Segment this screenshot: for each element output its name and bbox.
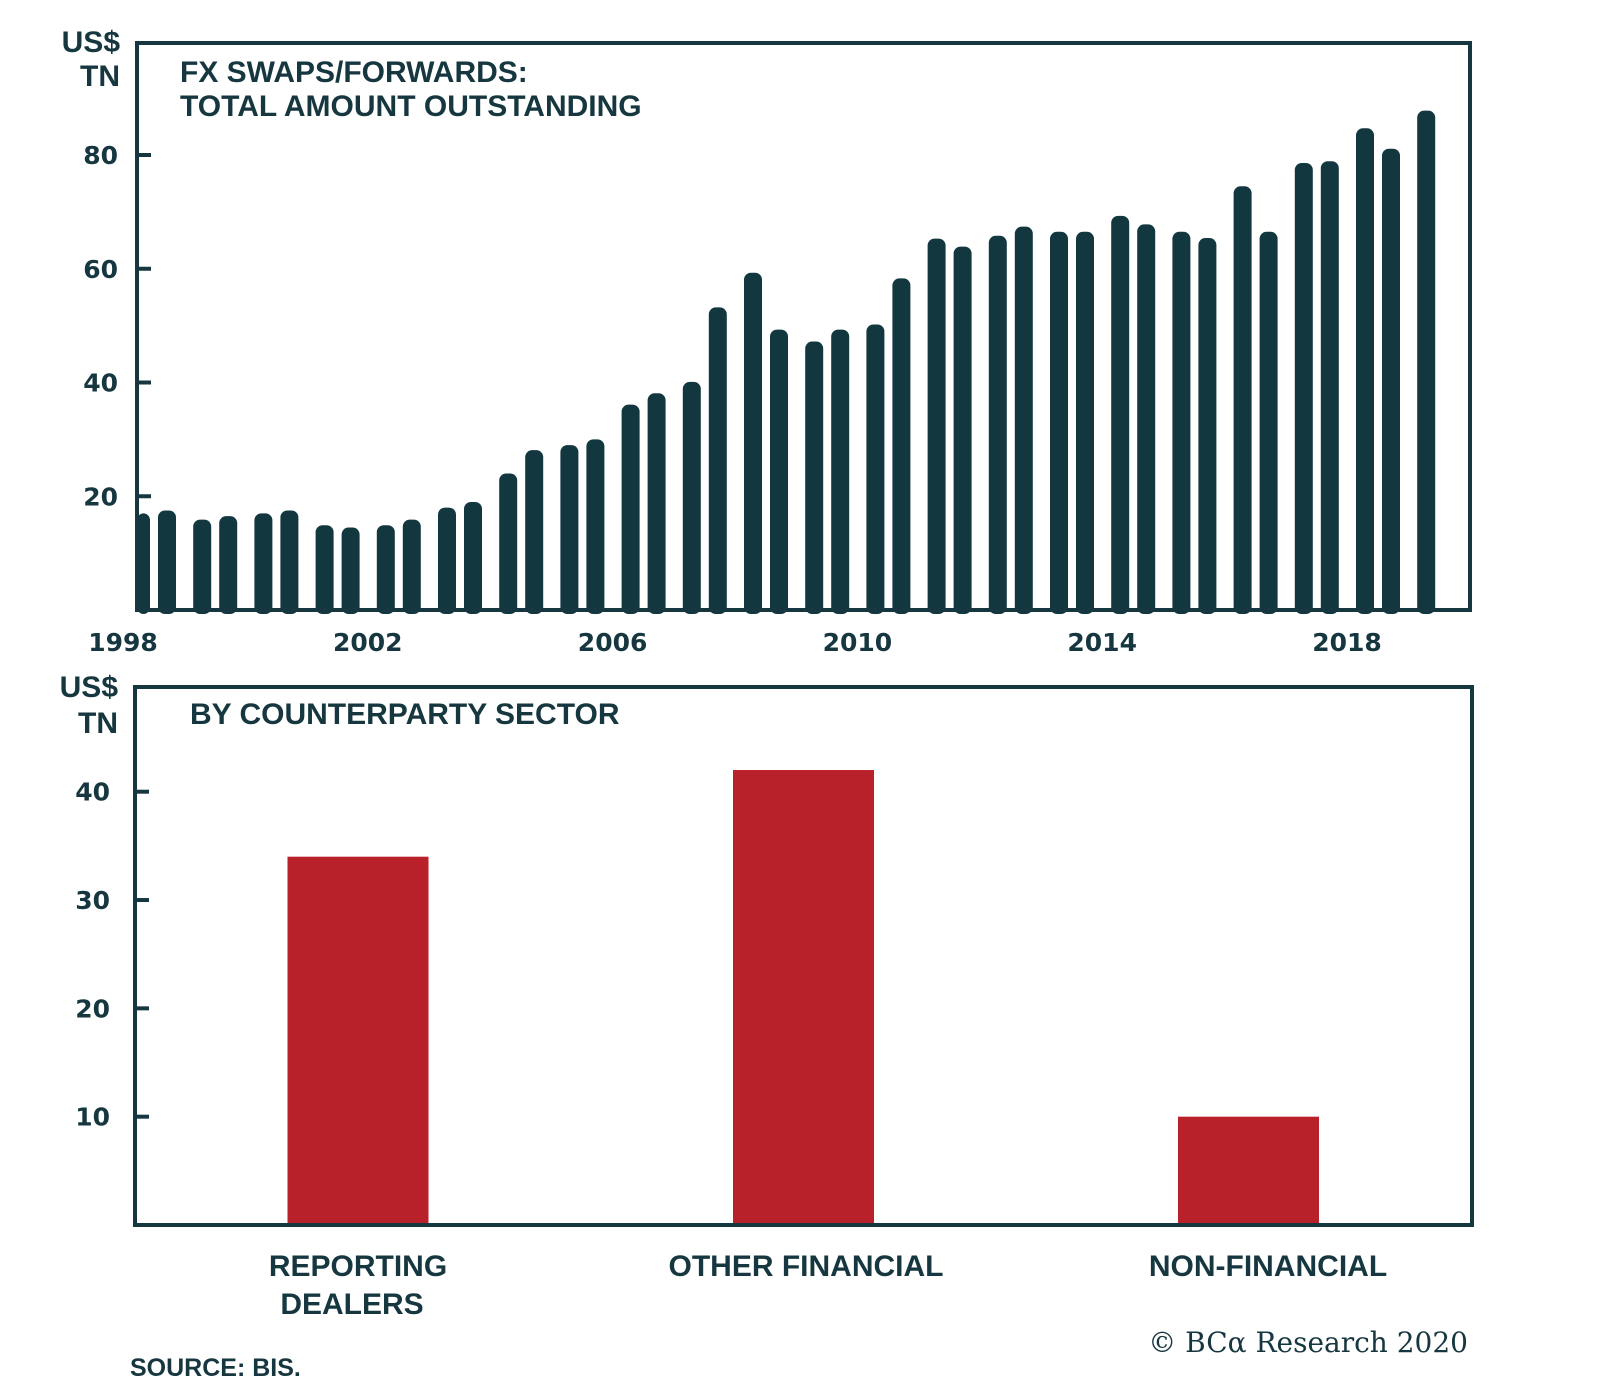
top-bar-2007-h1 <box>682 381 701 614</box>
top-bar-1999-h2 <box>219 516 238 614</box>
bottom-y-tick-label-20: 20 <box>75 994 110 1023</box>
top-bar-2010-h1 <box>866 324 885 614</box>
top-y-unit-line2: TN <box>80 60 120 93</box>
top-x-tick-label-2010: 2010 <box>823 628 893 657</box>
top-bar-1998-h1 <box>137 513 150 614</box>
top-bar-2014-h1 <box>1111 215 1130 614</box>
top-y-axis-ticks: 20 40 60 80 <box>83 141 151 511</box>
top-bar-2015-h1 <box>1172 231 1191 614</box>
top-bar-2001-h1 <box>315 525 334 614</box>
top-bar-2004-h2 <box>525 450 544 614</box>
top-bar-2006-h1 <box>621 404 640 614</box>
bottom-chart: US$ TN BY COUNTERPARTY SECTOR 10 20 30 40 R… <box>60 671 1474 1321</box>
top-bar-1998-h2 <box>158 510 176 614</box>
source-note: SOURCE: BIS. <box>130 1354 301 1382</box>
top-y-tick-label-20: 20 <box>83 482 118 511</box>
top-bar-2004-h1 <box>499 473 518 614</box>
top-bar-2006-h2 <box>647 393 666 614</box>
top-bar-2012-h1 <box>988 235 1007 614</box>
top-bar-2014-h2 <box>1137 224 1156 614</box>
top-bar-2009-h1 <box>805 341 824 614</box>
top-bar-2018-h1 <box>1356 128 1374 615</box>
bottom-bars <box>287 770 1319 1225</box>
top-bar-2017-h2 <box>1320 161 1339 614</box>
bottom-bar-reporting-dealers <box>287 856 429 1225</box>
top-bar-2001-h2 <box>341 527 360 614</box>
bottom-y-unit-line1: US$ <box>60 671 119 704</box>
top-bar-2011-h2 <box>953 246 972 614</box>
top-bar-2015-h2 <box>1198 238 1217 614</box>
top-bar-1999-h1 <box>193 519 212 614</box>
top-bar-2008-h2 <box>770 329 788 614</box>
top-bars <box>137 110 1436 615</box>
category-label-reporting-dealers-line1: REPORTING <box>269 1250 447 1283</box>
top-x-tick-label-2018: 2018 <box>1312 628 1382 657</box>
top-bar-2002-h2 <box>402 519 421 614</box>
top-x-tick-label-2014: 2014 <box>1067 628 1137 657</box>
top-x-tick-label-1998: 1998 <box>88 628 158 657</box>
top-bar-2009-h2 <box>831 329 850 614</box>
top-bar-2007-h2 <box>708 307 727 614</box>
top-x-tick-label-2002: 2002 <box>333 628 403 657</box>
top-bar-2017-h1 <box>1294 162 1313 614</box>
bottom-y-tick-label-40: 40 <box>75 778 110 807</box>
top-y-tick-label-40: 40 <box>83 369 118 398</box>
copyright-note: © BCα Research 2020 <box>1148 1326 1468 1359</box>
top-bar-2003-h2 <box>464 501 482 614</box>
category-label-non-financial: NON-FINANCIAL <box>1149 1250 1387 1283</box>
top-y-tick-label-60: 60 <box>83 255 118 284</box>
top-y-tick-label-80: 80 <box>83 141 118 170</box>
top-x-axis-labels: 1998 2002 2006 2010 2014 2018 <box>88 628 1382 657</box>
top-chart: US$ TN FX SWAPS/FORWARDS: TOTAL AMOUNT O… <box>62 26 1472 657</box>
bottom-plot-frame <box>133 685 1474 1227</box>
category-label-reporting-dealers-line2: DEALERS <box>280 1288 423 1321</box>
bottom-y-tick-label-10: 10 <box>75 1103 110 1132</box>
top-bar-2003-h1 <box>438 507 456 614</box>
top-bar-2018-h2 <box>1382 148 1400 614</box>
category-label-other-financial: OTHER FINANCIAL <box>669 1250 944 1283</box>
top-chart-title: FX SWAPS/FORWARDS: <box>180 56 528 89</box>
bottom-bar-non-financial <box>1178 1116 1319 1225</box>
top-bar-2005-h2 <box>586 439 605 614</box>
bottom-y-tick-label-30: 30 <box>75 886 110 915</box>
bottom-y-unit-line2: TN <box>78 707 118 740</box>
top-bar-2000-h2 <box>280 510 299 614</box>
top-plot-frame <box>135 41 1472 612</box>
top-y-unit-line1: US$ <box>62 26 121 59</box>
top-bar-2016-h2 <box>1259 231 1278 614</box>
top-bar-2010-h2 <box>892 278 911 614</box>
bottom-bar-other-financial <box>733 770 874 1225</box>
top-bar-2019-h1 <box>1417 110 1436 614</box>
top-x-tick-label-2006: 2006 <box>578 628 648 657</box>
top-bar-2016-h1 <box>1233 186 1252 614</box>
top-bar-2000-h1 <box>254 513 273 614</box>
top-bar-2005-h1 <box>560 445 579 614</box>
top-bar-2002-h1 <box>376 525 395 614</box>
bottom-y-axis-ticks: 10 20 30 40 <box>75 778 149 1132</box>
top-bar-2013-h1 <box>1050 231 1068 614</box>
top-bar-2011-h1 <box>927 238 946 614</box>
top-chart-subtitle: TOTAL AMOUNT OUTSTANDING <box>180 90 642 123</box>
bottom-chart-title: BY COUNTERPARTY SECTOR <box>190 698 620 731</box>
top-bar-2012-h2 <box>1014 226 1033 614</box>
top-bar-2013-h2 <box>1076 231 1094 614</box>
top-bar-2008-h1 <box>744 272 762 614</box>
